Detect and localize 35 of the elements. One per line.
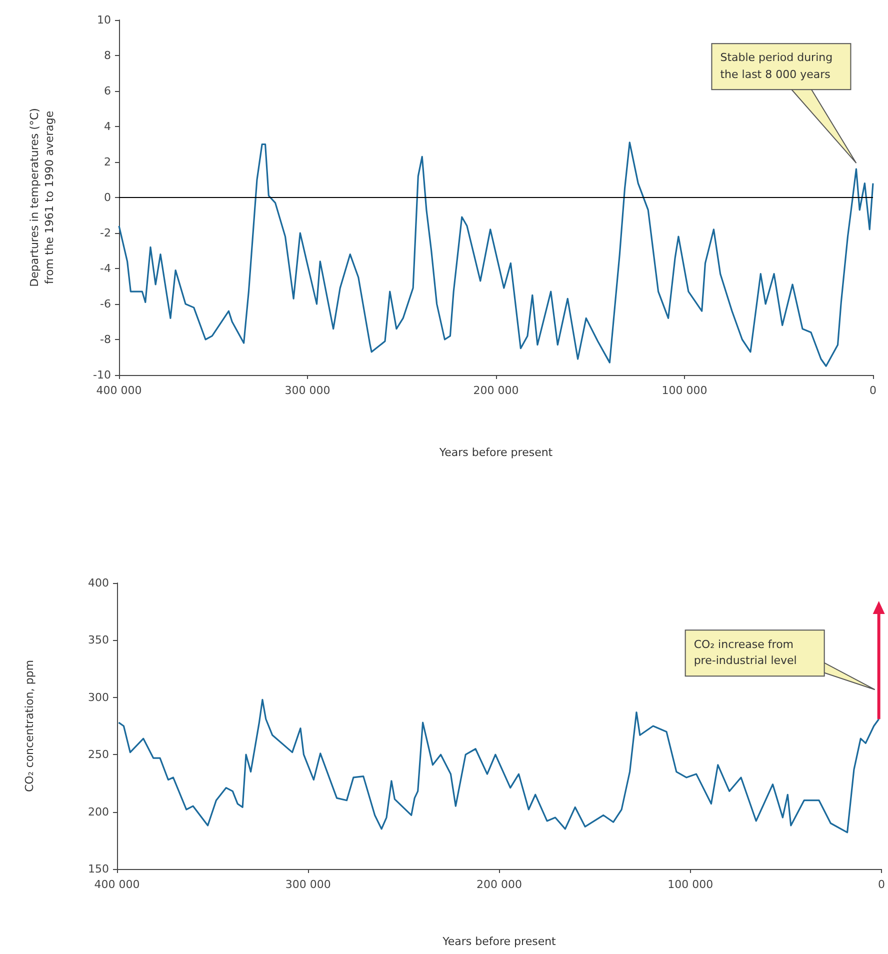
y-tick-label: 4 xyxy=(104,120,111,133)
x-tick-label: 300 000 xyxy=(285,878,331,891)
y-tick-label: 0 xyxy=(104,191,111,204)
y-tick-label: -10 xyxy=(93,368,111,382)
y-tick-label: 8 xyxy=(104,49,111,62)
x-tick-label: 400 000 xyxy=(96,384,142,397)
y-tick-label: -2 xyxy=(100,226,111,240)
y-tick-label: -6 xyxy=(100,298,111,310)
y-tick-label: -4 xyxy=(100,262,111,275)
y-tick-label: 400 xyxy=(88,576,109,590)
y-tick-label: -8 xyxy=(100,333,111,346)
y-tick-label: 150 xyxy=(88,862,109,876)
x-axis-title: Years before present xyxy=(438,446,554,459)
y-tick-label: 200 xyxy=(88,805,109,818)
x-tick-label: 100 000 xyxy=(668,878,714,891)
annotation: Stable period during the last 8 000 years xyxy=(711,43,852,90)
x-tick-label: 100 000 xyxy=(662,384,708,397)
x-tick-label: 200 000 xyxy=(473,384,519,397)
y-tick-label: 6 xyxy=(104,84,111,98)
x-tick-label: 300 000 xyxy=(284,384,330,397)
x-axis-title: Years before present xyxy=(442,935,557,948)
y-axis-title: CO₂ concentration, ppm xyxy=(23,660,36,792)
x-tick-label: 0 xyxy=(870,384,876,397)
y-tick-label: 10 xyxy=(97,14,111,26)
x-tick-label: 200 000 xyxy=(476,878,522,891)
y-tick-label: 350 xyxy=(88,634,109,647)
line-series xyxy=(118,698,880,834)
line-series xyxy=(118,142,874,367)
y-tick-label: 300 xyxy=(88,690,109,704)
x-tick-label: 400 000 xyxy=(94,878,140,891)
y-axis-title: Departures in temperatures (°C) from the 1961 to 1990 average xyxy=(28,108,56,287)
y-tick-label: 250 xyxy=(88,748,109,762)
annotation: CO₂ increase from pre-industrial level xyxy=(684,630,825,677)
y-tick-label: 2 xyxy=(104,156,111,168)
x-tick-label: 0 xyxy=(878,878,885,891)
